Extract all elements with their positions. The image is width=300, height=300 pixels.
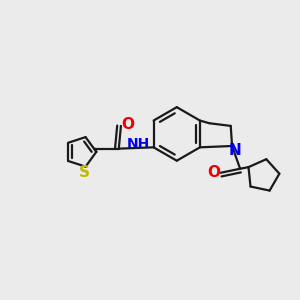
Text: NH: NH xyxy=(127,137,151,151)
Text: S: S xyxy=(79,165,90,180)
Text: N: N xyxy=(229,142,242,158)
Text: O: O xyxy=(122,117,135,132)
Text: O: O xyxy=(207,165,220,180)
